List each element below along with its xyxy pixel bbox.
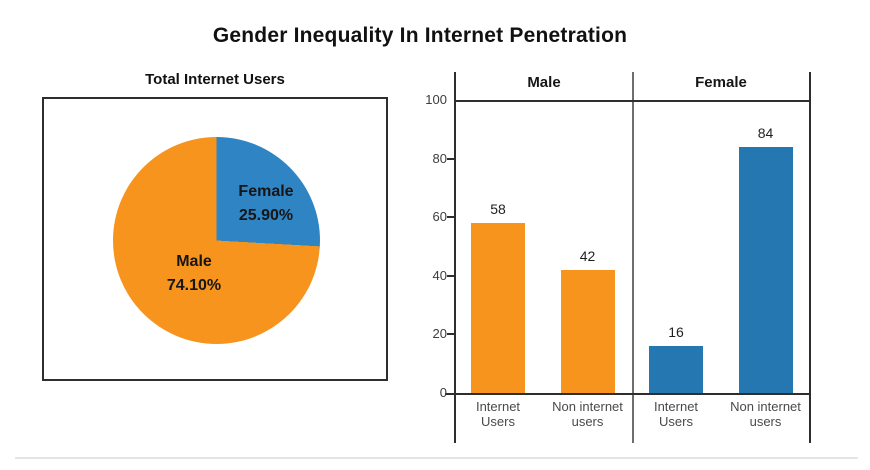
chart-title: Gender Inequality In Internet Penetratio… [212, 24, 628, 47]
bar-female-non-internet-users [738, 147, 793, 393]
y-axis-tick-mark [447, 157, 454, 160]
x-axis-category-label-line: Users [481, 414, 515, 429]
bar-value-label: 58 [490, 201, 506, 217]
bar-female-internet-users [649, 346, 703, 393]
bar-value-label: 84 [757, 125, 774, 141]
y-axis-tick-label: 0 [439, 385, 447, 400]
bar-x-axis-line [445, 393, 811, 395]
pie-slice-label-female: Female 25.90% [238, 180, 293, 228]
x-axis-category-label-line: Users [659, 414, 693, 429]
pie-box: Female 25.90% Male 74.10% [42, 97, 388, 381]
bottom-divider [15, 457, 858, 459]
y-axis-tick-label: 100 [425, 92, 447, 107]
x-axis-category-label-line: Non internet [730, 399, 801, 414]
pie-label-female-name: Female [238, 183, 294, 200]
x-axis-category-label: Internet Users [450, 399, 546, 429]
bar-left-axis-line [454, 72, 456, 443]
pie-slice-label-male: Male 74.10% [167, 250, 221, 298]
pie-chart [113, 137, 320, 344]
y-axis-tick-label: 80 [432, 150, 447, 166]
x-axis-category-label-line: Internet [475, 399, 521, 414]
bar-top-gridline-100 [454, 100, 811, 102]
y-axis-tick-label: 40 [432, 267, 447, 283]
x-axis-category-label-line: Non internet [552, 399, 623, 414]
pie-label-male-percent: 74.10% [166, 277, 222, 294]
bar-group-header-female: Female [695, 74, 747, 91]
bar-male-internet-users [471, 223, 525, 393]
bar-group-separator-line [632, 72, 634, 443]
x-axis-category-label: Internet Users [628, 399, 724, 429]
y-axis-tick-label: 60 [432, 209, 447, 225]
x-axis-category-label: Non internet users [718, 399, 814, 429]
x-axis-category-label: Non internet users [540, 399, 636, 429]
y-axis-tick-mark [447, 216, 454, 219]
x-axis-category-label-line: users [571, 414, 604, 429]
pie-label-male-name: Male [176, 253, 212, 270]
x-axis-category-label-line: Internet [653, 399, 699, 414]
bar-value-label: 16 [668, 324, 684, 340]
y-axis-tick-label: 20 [432, 326, 447, 342]
pie-title: Total Internet Users [145, 71, 285, 88]
x-axis-category-label-line: users [749, 414, 782, 429]
y-axis-tick-mark [447, 333, 454, 336]
bar-male-non-internet-users [560, 270, 615, 393]
bar-right-border-line [809, 72, 811, 443]
pie-label-female-percent: 25.90% [238, 207, 294, 224]
y-axis-tick-mark [447, 274, 454, 277]
bar-value-label: 42 [579, 248, 596, 264]
bar-group-header-male: Male [527, 74, 561, 91]
